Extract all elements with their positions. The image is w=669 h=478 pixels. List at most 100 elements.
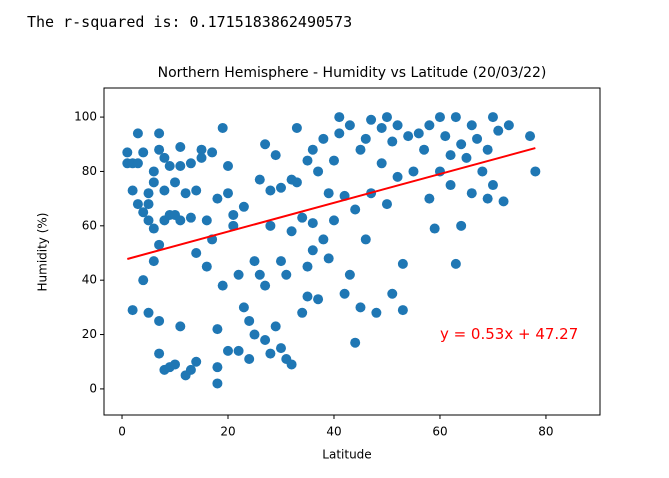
- point: [339, 288, 350, 299]
- point: [138, 147, 149, 158]
- point: [297, 307, 308, 318]
- point: [217, 280, 228, 291]
- point: [344, 120, 355, 131]
- point: [334, 112, 345, 123]
- point: [466, 120, 477, 131]
- point: [127, 185, 138, 196]
- point: [275, 182, 286, 193]
- point: [170, 177, 181, 188]
- point: [318, 234, 329, 245]
- chart-title: Northern Hemisphere - Humidity vs Latitu…: [158, 65, 547, 81]
- point: [381, 199, 392, 210]
- point: [212, 362, 223, 373]
- x-tick-label: 40: [326, 425, 341, 439]
- point: [175, 161, 186, 172]
- point: [185, 364, 196, 375]
- point: [138, 207, 149, 218]
- point: [419, 144, 430, 155]
- point: [175, 141, 186, 152]
- point: [328, 215, 339, 226]
- point: [249, 329, 260, 340]
- y-tick-label: 60: [82, 218, 97, 232]
- point: [265, 185, 276, 196]
- point: [154, 348, 165, 359]
- point: [132, 199, 143, 210]
- point: [376, 158, 387, 169]
- point: [302, 155, 313, 166]
- point: [477, 166, 488, 177]
- point: [143, 199, 154, 210]
- point: [530, 166, 541, 177]
- point: [201, 261, 212, 272]
- point: [313, 294, 324, 305]
- point: [286, 359, 297, 370]
- point: [148, 256, 159, 267]
- point: [191, 356, 202, 367]
- point: [445, 150, 456, 161]
- point: [275, 343, 286, 354]
- point: [270, 150, 281, 161]
- point: [360, 234, 371, 245]
- x-tick-label: 60: [432, 425, 447, 439]
- point: [201, 215, 212, 226]
- point: [302, 261, 313, 272]
- point: [233, 345, 244, 356]
- fit-line: [127, 147, 536, 260]
- point: [297, 212, 308, 223]
- point: [143, 215, 154, 226]
- point: [191, 247, 202, 258]
- point: [466, 188, 477, 199]
- point: [223, 188, 233, 199]
- point: [233, 269, 244, 280]
- point: [403, 131, 414, 142]
- point: [223, 345, 233, 356]
- point: [180, 188, 191, 199]
- point: [175, 215, 186, 226]
- point: [387, 288, 398, 299]
- point: [307, 218, 318, 229]
- point: [355, 144, 366, 155]
- point: [132, 128, 143, 139]
- point: [424, 193, 435, 204]
- point: [424, 120, 435, 131]
- point: [408, 166, 419, 177]
- point: [360, 133, 371, 144]
- point: [445, 180, 456, 191]
- point: [196, 144, 207, 155]
- annotation: y = 0.53x + 47.27: [440, 325, 578, 343]
- y-tick-label: 20: [82, 327, 97, 341]
- point: [148, 223, 159, 234]
- point: [270, 321, 281, 332]
- point: [265, 348, 276, 359]
- point: [429, 223, 440, 234]
- x-tick-label: 20: [220, 425, 235, 439]
- point: [159, 152, 170, 163]
- point: [207, 147, 218, 158]
- point: [249, 256, 260, 267]
- point: [482, 193, 493, 204]
- point: [392, 171, 403, 182]
- point: [323, 253, 334, 264]
- point: [350, 204, 361, 215]
- point: [371, 307, 382, 318]
- point: [265, 220, 276, 231]
- point: [196, 152, 207, 163]
- point: [238, 201, 249, 212]
- point: [154, 239, 165, 250]
- point: [397, 258, 408, 269]
- point: [472, 133, 483, 144]
- plot-frame: [103, 87, 601, 416]
- point: [260, 280, 271, 291]
- y-axis-label: Humidity (%): [36, 213, 50, 292]
- point: [212, 378, 223, 389]
- point: [244, 315, 255, 326]
- point: [212, 193, 223, 204]
- point: [381, 112, 392, 123]
- point: [275, 256, 286, 267]
- y-tick-label: 0: [89, 381, 97, 395]
- point: [154, 315, 165, 326]
- point: [450, 112, 461, 123]
- point: [185, 158, 196, 169]
- point: [143, 307, 154, 318]
